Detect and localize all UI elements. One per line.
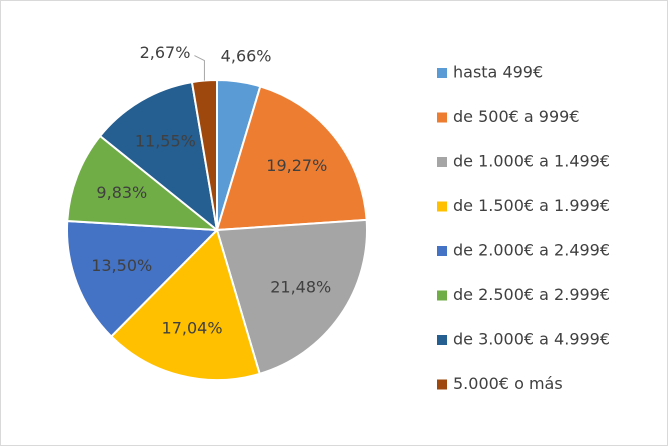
leader-line [194,55,205,81]
legend-swatch [437,157,447,167]
legend-label: de 500€ a 999€ [453,107,580,126]
pie-slice [109,228,261,381]
legend-swatch [437,246,447,256]
legend-label: hasta 499€ [453,63,543,82]
data-label: 13,50% [91,256,152,275]
legend-swatch [437,335,447,345]
data-label: 11,55% [135,132,196,151]
legend-swatch [437,112,447,123]
legend-label: 5.000€ o más [453,374,563,393]
pie-slice [66,134,221,232]
legend-label: de 1.000€ a 1.499€ [453,152,610,171]
pie-slice [98,80,219,233]
legend-swatch [437,290,447,301]
legend-label: de 2.000€ a 2.499€ [453,241,610,260]
legend-label: de 3.000€ a 4.999€ [453,330,610,349]
pie-slice [66,219,220,338]
pie-slice [215,85,368,232]
data-label: 4,66% [221,46,272,65]
legend-label: de 1.500€ a 1.999€ [453,196,610,215]
pie-slice [215,218,368,376]
legend-swatch [437,379,447,390]
data-label: 17,04% [162,318,223,337]
data-label: 2,67% [140,43,191,62]
data-label: 19,27% [266,156,327,175]
data-label: 9,83% [96,183,147,202]
data-label: 21,48% [270,278,331,297]
legend-label: de 2.500€ a 2.999€ [453,285,610,304]
legend-swatch [437,201,447,212]
legend-swatch [437,68,447,78]
